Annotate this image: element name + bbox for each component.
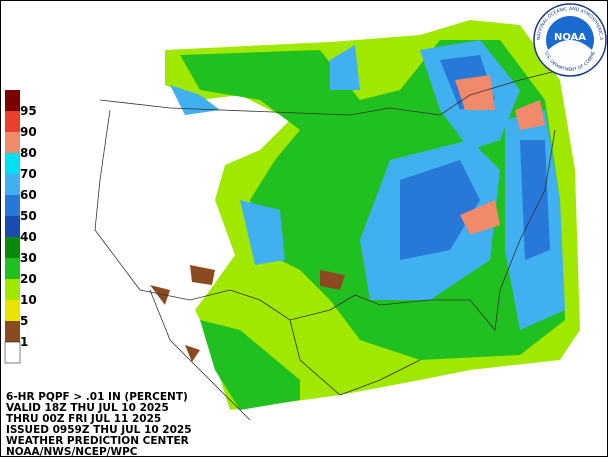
legend-label: 60 (20, 188, 37, 202)
legend-swatch (5, 300, 20, 321)
legend-swatch (5, 195, 20, 216)
legend-swatch (5, 111, 20, 132)
caption-line: WEATHER PREDICTION CENTER (6, 435, 189, 447)
legend-label: 70 (20, 167, 37, 181)
legend: 95 90 80 70 60 50 40 30 20 10 5 1 (4, 90, 37, 364)
caption-line: 6-HR PQPF > .01 IN (PERCENT) (6, 391, 188, 403)
legend-label: 20 (20, 272, 37, 286)
legend-label: 10 (20, 293, 37, 307)
precip-field (150, 20, 580, 410)
legend-swatch (5, 216, 20, 237)
legend-swatch (5, 174, 20, 195)
legend-label: 1 (20, 335, 28, 349)
caption: 6-HR PQPF > .01 IN (PERCENT)VALID 18Z TH… (6, 391, 192, 457)
legend-swatch (5, 279, 20, 300)
us-outline (94, 109, 556, 331)
legend-label: 40 (20, 230, 37, 244)
legend-swatch (5, 321, 20, 342)
legend-label: 30 (20, 251, 37, 265)
mexico-outline (149, 289, 421, 421)
legend-label: 80 (20, 146, 37, 160)
legend-label: 95 (20, 104, 37, 118)
legend-swatch (5, 132, 20, 153)
canada-border (99, 69, 561, 116)
logo-bird (548, 40, 592, 65)
precip-mexico (200, 320, 300, 410)
caption-line: VALID 18Z THU JUL 10 2025 (6, 402, 169, 414)
caption-line: ISSUED 0959Z THU JUL 10 2025 (6, 424, 192, 436)
logo-text: NOAA (554, 32, 586, 43)
precip-60 (170, 40, 565, 330)
precip-50 (400, 55, 550, 260)
caption-line: THRU 00Z FRI JUL 11 2025 (6, 413, 161, 425)
legend-label: 5 (20, 314, 28, 328)
legend-swatch (5, 258, 20, 279)
legend-label: 50 (20, 209, 37, 223)
caption-line: NOAA/NWS/NCEP/WPC (6, 446, 138, 457)
legend-swatch-none (4, 341, 21, 364)
legend-swatch (5, 90, 20, 111)
legend-swatch (5, 153, 20, 174)
borders (94, 69, 561, 421)
legend-swatch (5, 237, 20, 258)
precip-1 (150, 265, 345, 362)
legend-label: 90 (20, 125, 37, 139)
